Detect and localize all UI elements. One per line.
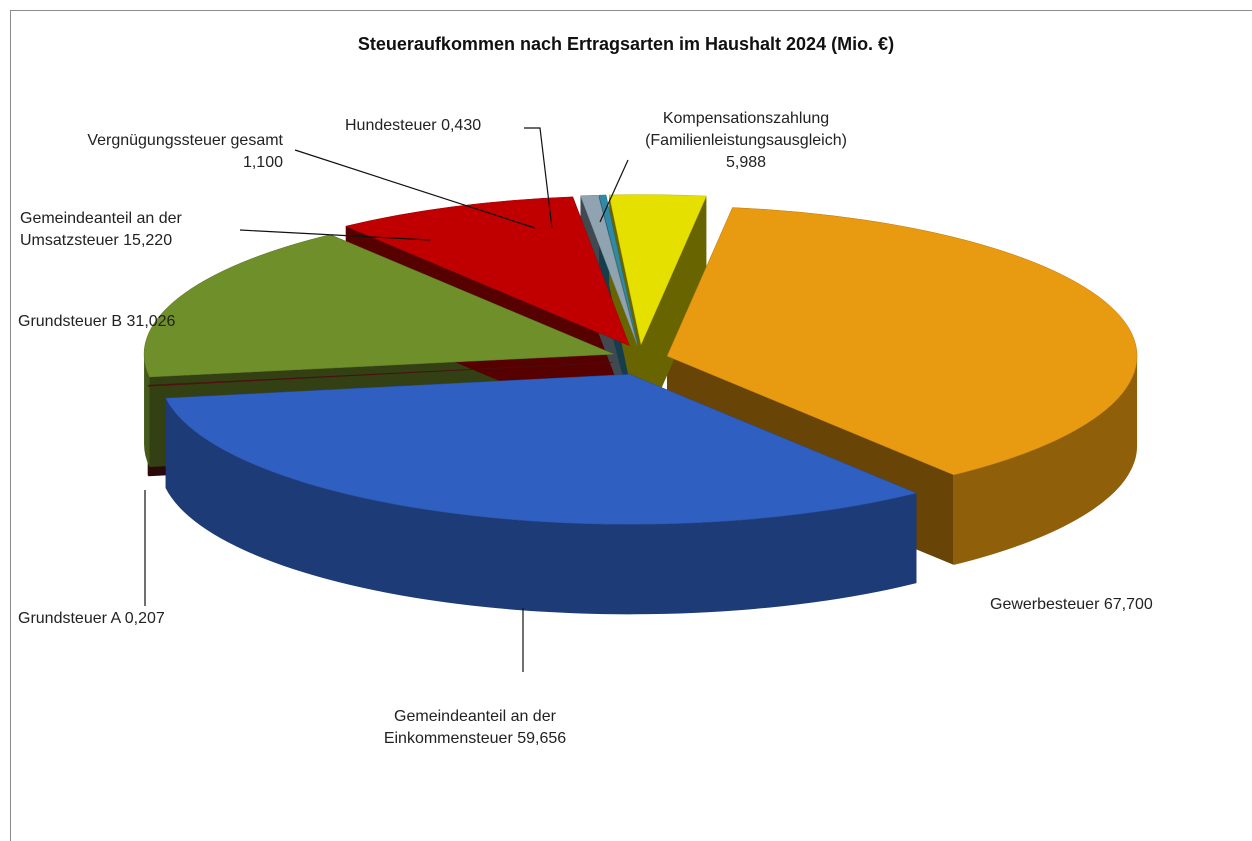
slice [666,207,1138,476]
leader-line [524,127,553,229]
leader-line [239,229,431,241]
value-label: 67,700 [1103,596,1153,613]
data-label: Kompensationszahlung (Familienleistungsa… [630,108,862,174]
value-label: 5,988 [725,154,767,171]
value-label: 0,430 [441,117,482,134]
data-label: Hundesteuer 0,430 [345,115,545,137]
slice [598,194,639,345]
value-label: 31,026 [126,313,176,330]
data-label: Grundsteuer A 0,207 [18,608,238,630]
data-label: Gemeindeanteil an der Einkommensteuer 59… [340,706,610,750]
slice [580,194,638,345]
value-label: 15,220 [123,232,173,249]
leaders [144,127,629,672]
category-name: Vergnügungssteuer gesamt [87,132,283,149]
category-name: Grundsteuer A [18,610,121,627]
slice [344,196,630,347]
slice-wall [953,356,1138,565]
leader-line [294,149,536,229]
leader-line [599,159,629,223]
value-label: 0,207 [124,610,165,627]
category-name: Gemeindeanteil an der Einkommensteuer [383,708,556,747]
category-name: Grundsteuer B [18,313,123,330]
slice [147,362,613,387]
slice [165,374,918,525]
slice-side [641,196,707,435]
value-label: 1,100 [242,154,283,171]
slice [143,234,615,378]
category-name: Kompensationszahlung (Familienleistungsa… [645,110,847,149]
slices [143,194,1138,615]
chart-title: Steueraufkommen nach Ertragsarten im Hau… [357,34,895,54]
frame [10,10,1252,841]
category-name: Gewerbesteuer [990,596,1100,613]
slice-wall [144,354,150,468]
slice [608,194,707,346]
slice-wall [165,398,917,615]
data-label: Grundsteuer B 31,026 [18,311,248,333]
data-label: Gemeindeanteil an der Umsatzsteuer 15,22… [20,208,242,252]
data-label: Gewerbesteuer 67,700 [990,594,1230,616]
category-name: Gemeindeanteil an der Umsatzsteuer [20,210,182,249]
category-name: Hundesteuer [345,117,437,134]
data-label: Vergnügungssteuer gesamt 1,100 [83,130,283,174]
value-label: 59,656 [517,730,567,747]
